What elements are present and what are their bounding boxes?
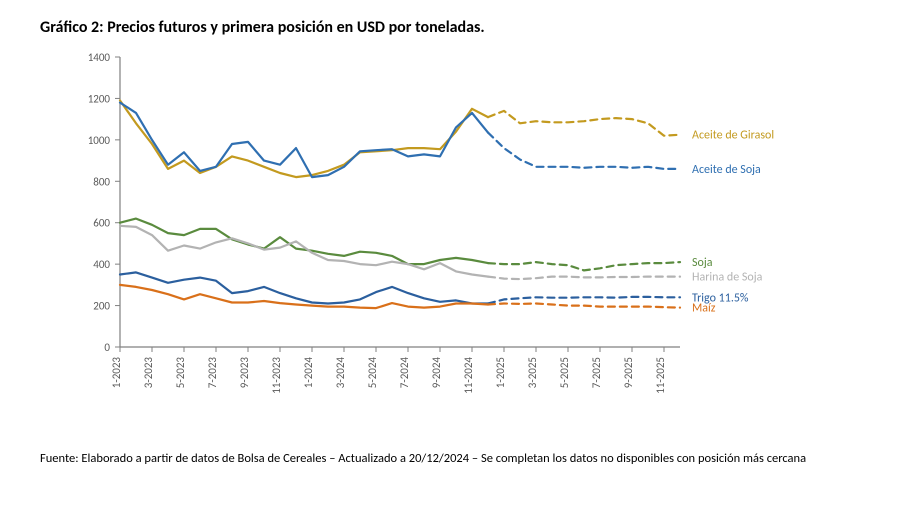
y-tick-label: 1000: [88, 134, 111, 147]
series-label-soja: Soja: [692, 256, 713, 270]
x-tick-label: 1-2023: [110, 357, 123, 389]
y-tick-label: 800: [93, 175, 110, 188]
y-tick-label: 0: [104, 341, 110, 354]
x-tick-label: 1-2025: [494, 357, 507, 388]
x-tick-label: 3-2023: [142, 357, 155, 389]
x-tick-label: 11-2024: [462, 357, 475, 394]
x-tick-label: 1-2024: [302, 357, 315, 389]
series-aceite_girasol-historical: [120, 101, 488, 178]
x-tick-label: 3-2024: [334, 357, 347, 389]
x-tick-label: 9-2025: [622, 357, 635, 388]
series-maiz-historical: [120, 285, 488, 308]
series-label-maiz: Maíz: [692, 302, 716, 316]
series-soja-historical: [120, 219, 488, 265]
x-tick-label: 5-2025: [558, 357, 571, 388]
series-harina_soja-future: [488, 277, 680, 280]
y-tick-label: 600: [93, 217, 110, 230]
series-trigo-historical: [120, 272, 488, 303]
series-aceite_girasol-future: [488, 111, 680, 136]
x-tick-label: 3-2025: [526, 357, 539, 388]
line-chart: 0 200 400 600 800 1000 1200 1400 1-2023 3-2023 5-2…: [40, 47, 860, 447]
series-maiz-future: [488, 304, 680, 308]
x-tick-label: 7-2025: [590, 357, 603, 388]
chart-source-footer: Fuente: Elaborado a partir de datos de B…: [40, 451, 860, 468]
series-label-aceite_girasol: Aceite de Girasol: [692, 129, 774, 143]
x-tick-label: 5-2023: [174, 357, 187, 389]
chart-title: Gráfico 2: Precios futuros y primera pos…: [40, 18, 860, 37]
series-trigo-future: [488, 297, 680, 304]
x-tick-label: 11-2025: [654, 357, 667, 394]
series-label-harina_soja: Harina de Soja: [692, 271, 763, 285]
x-tick-label: 9-2023: [238, 357, 251, 389]
series-aceite_soja-future: [488, 133, 680, 169]
x-tick-label: 11-2023: [270, 357, 283, 394]
x-tick-label: 9-2024: [430, 357, 443, 389]
series-label-aceite_soja: Aceite de Soja: [692, 163, 761, 177]
y-tick-label: 200: [93, 300, 110, 313]
x-tick-label: 7-2023: [206, 357, 219, 389]
x-tick-label: 7-2024: [398, 357, 411, 389]
chart-container: 0 200 400 600 800 1000 1200 1400 1-2023 3-2023 5-2…: [40, 47, 860, 447]
x-tick-label: 5-2024: [366, 357, 379, 389]
y-tick-label: 1200: [88, 92, 111, 105]
y-tick-label: 400: [93, 258, 110, 271]
series-soja-future: [488, 262, 680, 270]
y-tick-label: 1400: [88, 51, 111, 64]
